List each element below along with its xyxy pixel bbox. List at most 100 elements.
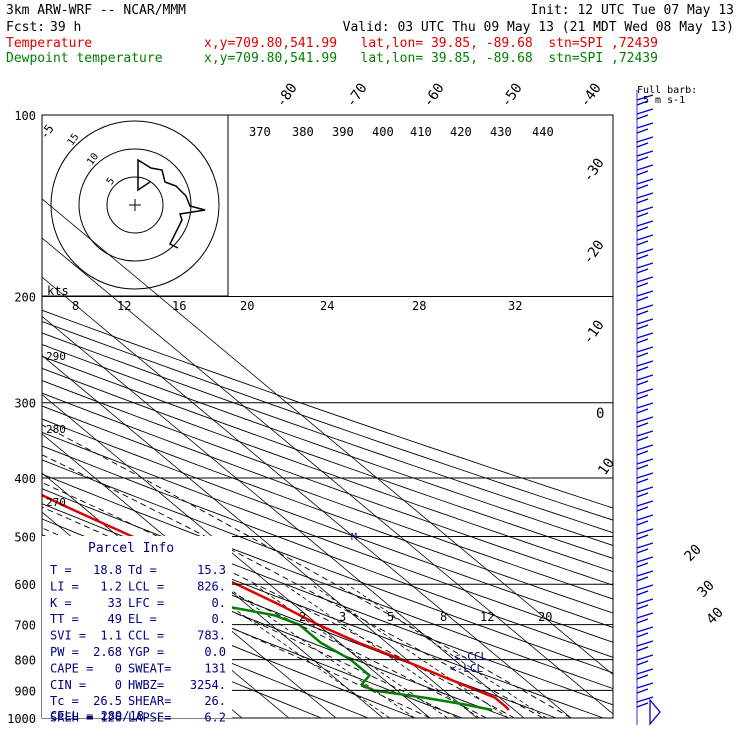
- wind-barb: [636, 674, 649, 680]
- dry-adiabat-line: [42, 405, 613, 614]
- parcel-field-value: 2.68: [93, 645, 122, 659]
- wind-barb: [636, 702, 649, 708]
- wind-barb: [636, 500, 654, 507]
- parcel-field-value: 783.: [197, 629, 226, 643]
- pressure-tick-label: 500: [14, 530, 36, 544]
- isotherm-line: [42, 315, 525, 718]
- parcel-field-name: TT =: [50, 612, 79, 626]
- isotherm-label: -10: [580, 317, 608, 347]
- mixing-ratio-label: 12: [480, 610, 494, 624]
- parcel-field-value: 1.2: [100, 579, 122, 593]
- parcel-field-value: 15.3: [197, 563, 226, 577]
- parcel-field-name: Td =: [128, 563, 157, 577]
- wind-barb: [636, 304, 654, 311]
- model-title: 3km ARW-WRF -- NCAR/MMM: [6, 3, 187, 18]
- speed-scale-label: 12: [117, 299, 131, 313]
- barb-panel-unit: 5 m s-1: [643, 95, 685, 106]
- parcel-field-value: 26.: [204, 694, 226, 708]
- wind-barb: [636, 206, 654, 213]
- mixing-ratio-label: 20: [538, 610, 552, 624]
- parcel-info-box: [42, 536, 232, 718]
- dry-adiabat-line: [42, 380, 613, 586]
- wind-barb: [636, 212, 649, 218]
- dry-adiabat-line: [42, 332, 613, 534]
- moist-adiabat-line: [42, 527, 459, 718]
- speed-scale-label: kts: [47, 284, 69, 298]
- plot-border: [41, 114, 614, 719]
- wind-barb: [636, 338, 649, 344]
- wind-barb: [636, 626, 654, 633]
- wind-barb: [636, 240, 649, 246]
- parcel-field-name: K =: [50, 596, 72, 610]
- dry-adiabat-line: [42, 321, 613, 521]
- theta-label: 370: [249, 125, 271, 139]
- isotherm-label: 20: [682, 542, 705, 565]
- wind-barb: [636, 548, 649, 554]
- ccl-label: <-CCL: [454, 650, 487, 663]
- dry-adiabat-line: [42, 583, 369, 718]
- wind-barb: [636, 262, 654, 269]
- dry-adiabat-line: [42, 431, 613, 643]
- wind-barb: [636, 108, 654, 115]
- height-label: 290: [46, 350, 66, 363]
- parcel-field-name: CAPE =: [50, 661, 93, 675]
- wind-barb: [636, 556, 654, 563]
- temperature-legend: Temperature: [6, 36, 93, 51]
- wind-barb: [636, 542, 654, 549]
- mixing-ratio-label: 3: [339, 610, 346, 624]
- isotherm-label: -60: [420, 80, 448, 110]
- wind-barb: [636, 528, 654, 535]
- wind-barb: [636, 472, 654, 479]
- wind-barb: [636, 450, 649, 456]
- parcel-field-value: 0: [115, 678, 122, 692]
- wind-barb: [636, 430, 654, 437]
- mixing-ratio-line: [283, 583, 480, 718]
- parcel-field-value: 49: [108, 612, 122, 626]
- isotherm-label: -80: [273, 80, 301, 110]
- wind-barb: [636, 590, 649, 596]
- parcel-field-value: 131: [204, 661, 226, 675]
- wind-barb: [636, 584, 654, 591]
- wind-barb: [636, 388, 654, 395]
- parcel-info-title: Parcel Info: [88, 541, 174, 556]
- mixing-ratio-label: 8: [440, 610, 447, 624]
- hodograph-inset: [42, 115, 229, 297]
- wind-barb: [636, 534, 649, 540]
- isotherm-line: [42, 433, 384, 718]
- isotherm-label: -20: [580, 237, 608, 267]
- wind-barb: [636, 520, 649, 526]
- wind-barb: [636, 164, 654, 171]
- wind-barb: [636, 170, 649, 176]
- wind-barb: [636, 248, 654, 255]
- dry-adiabat-line: [42, 392, 613, 600]
- parcel-field-name: LI =: [50, 579, 79, 593]
- wind-barb: [636, 506, 649, 512]
- parcel-field-name: PW =: [50, 645, 79, 659]
- wind-barb: [636, 640, 654, 647]
- parcel-field-name: CCL =: [128, 629, 164, 643]
- parcel-field-name: SHEAR=: [128, 694, 171, 708]
- hodograph-trace: [137, 158, 206, 249]
- isotherm-label: -50: [498, 80, 526, 110]
- isotherm-line: [42, 276, 572, 718]
- dry-adiabat-line: [42, 344, 613, 546]
- parcel-field-name: HWBZ=: [128, 678, 164, 692]
- dewpoint-legend: Dewpoint temperature: [6, 51, 163, 66]
- theta-label: 380: [292, 125, 314, 139]
- wind-barb: [636, 156, 649, 162]
- hodograph-ring: [50, 120, 220, 290]
- fcst-value: 39 h: [50, 20, 82, 35]
- theta-label: 420: [450, 125, 472, 139]
- parcel-marker: M: [351, 532, 357, 543]
- wind-barb: [636, 324, 649, 330]
- wind-barb: [636, 114, 649, 120]
- wind-barb: [636, 492, 649, 498]
- parcel-field-value: 826.: [197, 579, 226, 593]
- isotherm-label: 10: [595, 455, 618, 478]
- dry-adiabat-line: [42, 566, 416, 718]
- dewpoint-location: x,y=709.80,541.99 lat,lon= 39.85, -89.68…: [204, 51, 658, 66]
- wind-barb: [636, 682, 654, 689]
- wind-barb: [636, 646, 649, 652]
- pressure-tick-label: 900: [14, 684, 36, 698]
- theta-label: 430: [490, 125, 512, 139]
